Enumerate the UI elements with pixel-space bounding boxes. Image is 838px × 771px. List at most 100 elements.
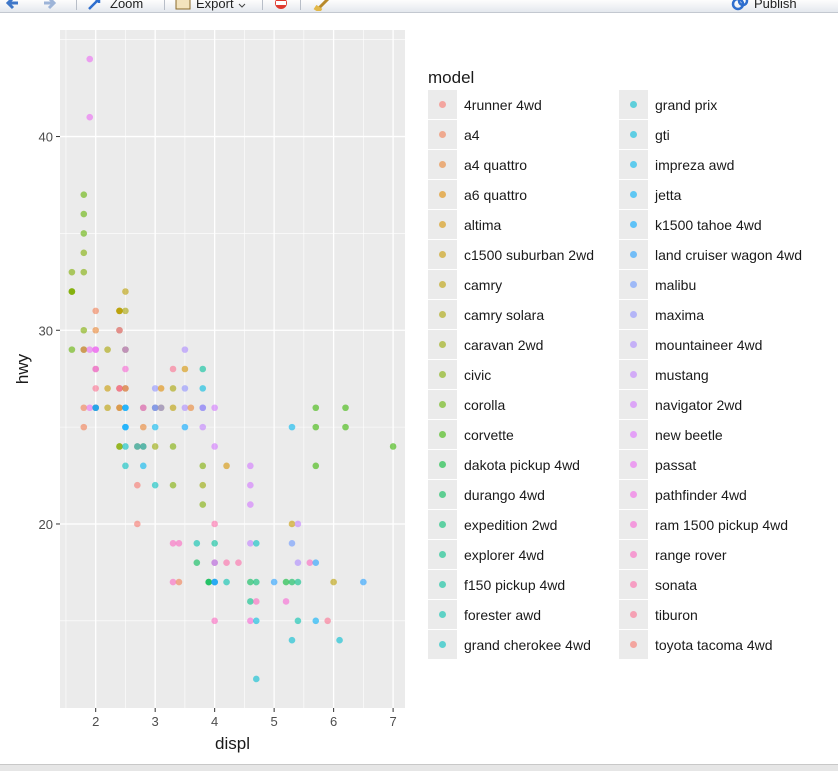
legend-item: grand prix	[619, 90, 802, 120]
data-point	[134, 481, 141, 489]
data-point	[205, 578, 213, 586]
legend-swatch	[630, 221, 637, 228]
legend-label: a4 quattro	[464, 157, 528, 173]
legend-item: camry solara	[428, 300, 594, 330]
zoom-icon	[88, 0, 101, 10]
data-point	[342, 423, 349, 431]
data-point	[223, 559, 230, 567]
legend-swatch	[630, 551, 637, 558]
data-point	[247, 501, 254, 508]
legend-key	[428, 600, 458, 630]
legend-item: passat	[619, 450, 802, 480]
legend-item: explorer 4wd	[428, 540, 594, 570]
data-point	[86, 55, 94, 63]
legend-item: corolla	[428, 390, 594, 420]
legend-key	[619, 390, 649, 420]
legend-key	[619, 570, 649, 600]
data-point	[211, 404, 218, 412]
legend-swatch	[630, 431, 637, 438]
legend-swatch	[439, 641, 446, 648]
data-point	[169, 365, 177, 373]
legend-label: civic	[464, 367, 492, 383]
data-point	[86, 346, 94, 353]
legend-item: a4 quattro	[428, 150, 594, 180]
legend-label: mustang	[655, 367, 709, 383]
legend-label: caravan 2wd	[464, 337, 544, 353]
legend-item: durango 4wd	[428, 480, 594, 510]
publish-button[interactable]: Publish	[730, 0, 797, 12]
status-bar	[0, 764, 838, 771]
legend-item: range rover	[619, 540, 802, 570]
export-menu-button[interactable]: Export	[174, 0, 246, 12]
export-label: Export	[196, 0, 234, 11]
data-point	[199, 404, 207, 412]
legend-label: toyota tacoma 4wd	[655, 637, 773, 653]
publish-icon	[731, 0, 749, 11]
legend-item: malibu	[619, 270, 802, 300]
data-point	[312, 404, 320, 412]
data-point	[342, 404, 349, 412]
remove-plot-button[interactable]	[270, 0, 292, 12]
legend-item: caravan 2wd	[428, 330, 594, 360]
legend-swatch	[439, 101, 446, 108]
data-point	[80, 210, 88, 218]
clear-all-plots-button[interactable]	[312, 0, 334, 12]
legend-item: dakota pickup 4wd	[428, 450, 594, 480]
data-point	[157, 385, 165, 392]
data-point	[199, 365, 207, 373]
legend-key	[619, 150, 649, 180]
legend-item: impreza awd	[619, 150, 802, 180]
publish-label: Publish	[754, 0, 797, 11]
legend-swatch	[439, 221, 446, 228]
data-point	[360, 578, 367, 586]
legend-key	[619, 270, 649, 300]
legend-label: navigator 2wd	[655, 397, 743, 413]
legend-label: malibu	[655, 277, 697, 293]
data-point	[116, 385, 123, 392]
data-point	[181, 346, 189, 353]
legend-label: mountaineer 4wd	[655, 337, 763, 353]
legend-key	[428, 180, 458, 210]
data-point	[282, 598, 290, 605]
legend-label: durango 4wd	[464, 487, 545, 503]
x-tick-label: 2	[92, 714, 99, 729]
data-point	[122, 365, 129, 373]
scatter-plot: 2 3 4 5 6 7 20 30 40 displ hwy	[13, 30, 405, 753]
legend-key	[428, 420, 458, 450]
data-point	[169, 404, 177, 412]
data-point	[324, 617, 331, 625]
data-point	[252, 675, 260, 683]
zoom-button[interactable]: Zoom	[86, 0, 143, 12]
data-point	[122, 346, 129, 353]
legend-label: passat	[655, 457, 697, 473]
legend-label: tiburon	[655, 607, 698, 623]
legend-swatch	[630, 521, 637, 528]
data-point	[116, 404, 123, 412]
legend-key	[619, 510, 649, 540]
legend-swatch	[439, 611, 446, 618]
back-button[interactable]	[4, 0, 26, 12]
legend-label: new beetle	[655, 427, 723, 443]
data-point	[312, 559, 320, 567]
forward-button[interactable]	[40, 0, 62, 12]
legend-key	[619, 450, 649, 480]
legend-swatch	[439, 371, 446, 378]
plot-panel	[60, 30, 405, 708]
data-point	[175, 540, 183, 547]
forward-arrow-icon	[44, 0, 57, 10]
data-point	[247, 598, 254, 605]
legend-key	[619, 630, 649, 660]
legend-swatch	[439, 551, 446, 558]
data-point	[151, 423, 159, 431]
legend-swatch	[630, 251, 637, 258]
data-point	[116, 443, 123, 450]
legend-column: grand prix gti impreza awd jetta k1500 tahoe…	[619, 90, 802, 660]
data-point	[306, 559, 314, 567]
legend-key	[428, 330, 458, 360]
legend-key	[619, 210, 649, 240]
data-point	[151, 404, 159, 412]
legend-item: civic	[428, 360, 594, 390]
y-tick-label: 20	[39, 517, 53, 532]
data-point	[312, 617, 320, 625]
legend-item: k1500 tahoe 4wd	[619, 210, 802, 240]
